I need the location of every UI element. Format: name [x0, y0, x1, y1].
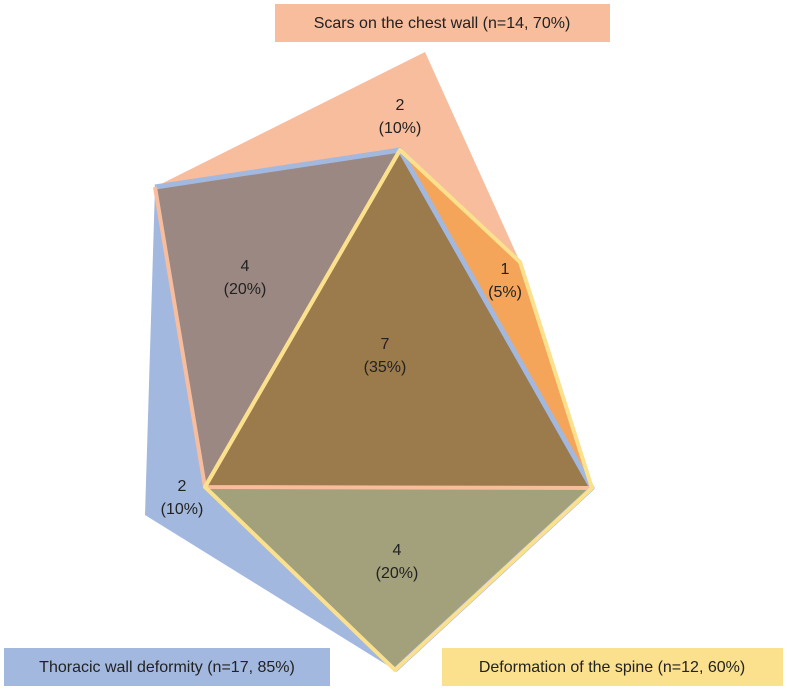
set-label: Scars on the chest wall (n=14, 70%) [314, 15, 571, 32]
thoracic-only [145, 187, 395, 670]
region-count: 2 [396, 97, 405, 114]
all-three [205, 150, 592, 488]
region-count: 7 [381, 336, 390, 353]
set-box [442, 648, 783, 686]
set-box [4, 648, 330, 686]
region-percent: (20%) [224, 281, 267, 298]
spine-edge [203, 148, 402, 489]
scars-thoracic [155, 150, 400, 487]
region-percent: (10%) [161, 501, 204, 518]
thoracic-spine [205, 487, 592, 670]
region-percent: (5%) [488, 284, 522, 301]
region-count: 2 [178, 478, 187, 495]
region-percent: (20%) [376, 565, 419, 582]
region-count: 4 [241, 258, 250, 275]
set-label: Deformation of the spine (n=12, 60%) [479, 659, 745, 676]
set-label: Thoracic wall deformity (n=17, 85%) [39, 659, 295, 676]
region-count: 4 [393, 542, 402, 559]
region-percent: (10%) [379, 120, 422, 137]
region-count: 1 [501, 261, 510, 278]
set-box [275, 4, 610, 42]
region-percent: (35%) [364, 359, 407, 376]
